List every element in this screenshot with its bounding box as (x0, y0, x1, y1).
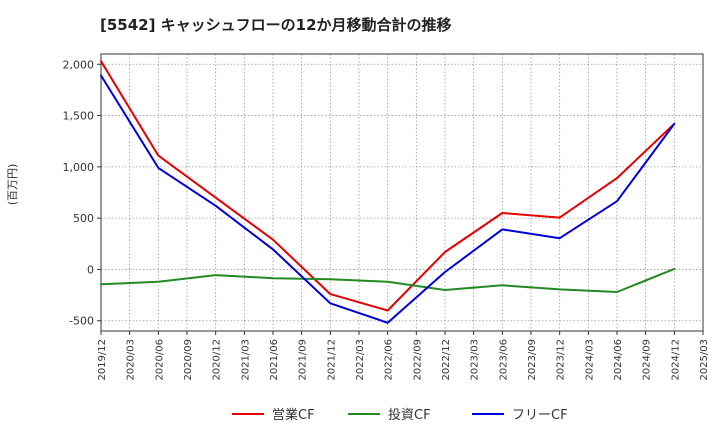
x-tick-label: 2020/09 (183, 339, 194, 381)
series-line-0 (100, 60, 676, 312)
legend-label-1: 投資CF (388, 407, 431, 423)
legend: 営業CF 投資CF フリーCF (232, 407, 568, 423)
y-tick-label: 1,500 (63, 110, 95, 123)
x-tick-label: 2022/06 (384, 339, 395, 381)
grid (101, 54, 703, 331)
x-tick-label: 2022/03 (355, 339, 366, 381)
series (100, 60, 676, 324)
x-tick-label: 2021/09 (298, 339, 309, 381)
y-axis-label: (百万円) (6, 164, 19, 206)
series-line-1 (100, 267, 676, 293)
x-tick-label: 2020/06 (154, 339, 165, 381)
x-tick-label: 2023/03 (470, 339, 481, 381)
x-tick-label: 2025/03 (699, 339, 710, 381)
series-line-2 (100, 74, 676, 324)
chart-title: [5542] キャッシュフローの12か月移動合計の推移 (100, 16, 452, 34)
x-tick-label: 2024/06 (613, 339, 624, 381)
y-axis: 2,000 1,500 1,000 500 0 -500 (63, 58, 101, 328)
x-tick-label: 2021/06 (269, 339, 280, 381)
legend-label-2: フリーCF (512, 408, 568, 423)
y-tick-label: -500 (69, 315, 94, 328)
legend-label-0: 営業CF (272, 407, 315, 423)
x-tick-label: 2022/09 (412, 339, 423, 381)
x-tick-label: 2021/03 (240, 339, 251, 381)
x-tick-label: 2021/12 (326, 339, 337, 381)
x-tick-label: 2023/12 (556, 339, 567, 381)
y-tick-label: 0 (87, 263, 94, 276)
x-tick-label: 2020/12 (212, 339, 223, 381)
x-tick-label: 2024/12 (670, 339, 681, 381)
x-tick-label: 2020/03 (126, 339, 137, 381)
plot-frame (100, 53, 704, 332)
y-tick-label: 1,000 (63, 161, 95, 174)
x-tick-label: 2023/06 (498, 339, 509, 381)
y-tick-label: 2,000 (63, 58, 95, 71)
x-axis: 2019/12 2020/03 2020/06 2020/09 2020/12 2021/… (97, 331, 710, 381)
x-tick-label: 2022/12 (441, 339, 452, 381)
x-tick-label: 2023/09 (527, 339, 538, 381)
x-tick-label: 2024/03 (584, 339, 595, 381)
x-tick-label: 2019/12 (97, 339, 108, 381)
x-tick-label: 2024/09 (642, 339, 653, 381)
y-tick-label: 500 (73, 212, 94, 225)
